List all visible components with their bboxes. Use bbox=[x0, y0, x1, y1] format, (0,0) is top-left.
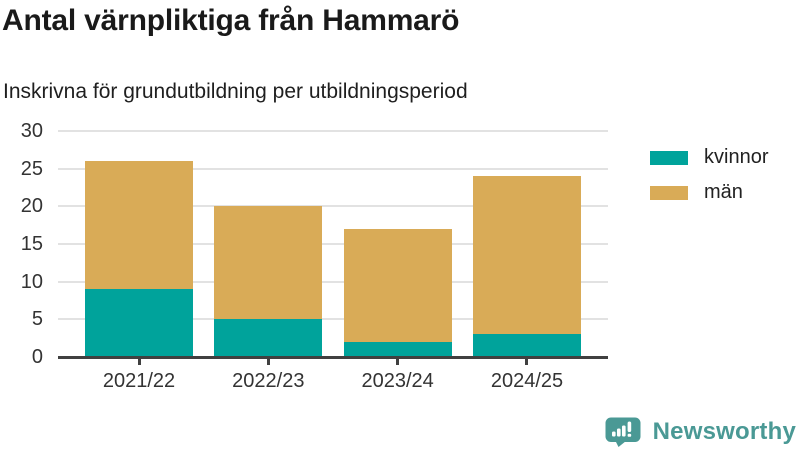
x-tick-mark bbox=[266, 358, 270, 365]
bar-segment-kvinnor-2021/22 bbox=[85, 289, 193, 357]
gridline-y-25 bbox=[58, 167, 608, 170]
gridline-y-15 bbox=[58, 243, 608, 245]
bar-segment-män-2024/25 bbox=[472, 176, 581, 335]
legend: kvinnor män bbox=[650, 146, 768, 216]
x-tick-mark bbox=[396, 358, 400, 365]
y-tick-label: 0 bbox=[31, 346, 43, 368]
gridline-y-20 bbox=[58, 205, 608, 208]
x-tick-mark bbox=[137, 358, 141, 365]
bar-segment-kvinnor-2022/23 bbox=[214, 319, 323, 357]
brand-name: Newsworthy bbox=[652, 418, 796, 445]
plot-area bbox=[58, 130, 608, 359]
bar-segment-män-2021/22 bbox=[85, 161, 193, 290]
bar-segment-kvinnor-2023/24 bbox=[343, 341, 452, 357]
bar-chart-speech-bubble-icon bbox=[605, 417, 641, 447]
legend-item-män: män bbox=[650, 181, 768, 204]
bar-segment-män-2022/23 bbox=[214, 206, 323, 320]
x-tick-mark bbox=[525, 358, 529, 365]
x-tick-label: 2023/24 bbox=[361, 370, 434, 392]
y-tick-label: 15 bbox=[20, 233, 43, 255]
gridline-y-10 bbox=[58, 280, 608, 283]
chart-subtitle: Inskrivna för grundutbildning per utbild… bbox=[3, 80, 468, 103]
x-tick-label: 2024/25 bbox=[490, 370, 564, 392]
legend-item-kvinnor: kvinnor bbox=[650, 146, 768, 169]
y-tick-label: 30 bbox=[20, 120, 43, 142]
legend-swatch bbox=[650, 150, 688, 165]
legend-label: män bbox=[704, 181, 743, 203]
bar-segment-män-2023/24 bbox=[343, 228, 452, 342]
bar-segment-kvinnor-2024/25 bbox=[472, 334, 581, 357]
legend-label: kvinnor bbox=[704, 146, 769, 168]
y-tick-label: 25 bbox=[20, 157, 43, 180]
chart-title: Antal värnpliktiga från Hammarö bbox=[2, 4, 460, 37]
x-tick-label: 2022/23 bbox=[232, 370, 305, 392]
y-tick-label: 10 bbox=[20, 270, 43, 293]
gridline-y-30 bbox=[58, 130, 608, 132]
x-tick-label: 2021/22 bbox=[102, 370, 176, 392]
gridline-y-5 bbox=[58, 318, 608, 321]
x-axis-line bbox=[58, 356, 608, 359]
y-tick-label: 20 bbox=[20, 195, 43, 218]
newsworthy-logo[interactable]: Newsworthy bbox=[605, 417, 796, 447]
y-tick-label: 5 bbox=[31, 308, 43, 331]
legend-swatch bbox=[650, 185, 688, 200]
